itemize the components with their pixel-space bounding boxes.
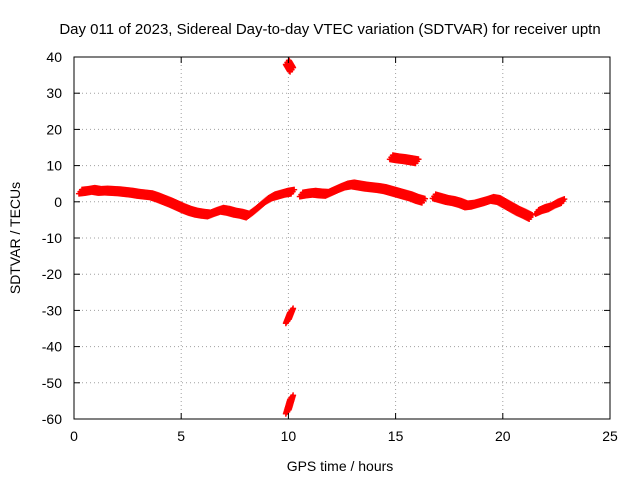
y-tick-label: -10 [42, 230, 62, 246]
data-series [75, 184, 298, 221]
y-tick-label: 30 [46, 85, 62, 101]
data-series [296, 179, 428, 206]
x-tick-label: 15 [388, 428, 404, 444]
data-series [386, 152, 422, 167]
y-tick-label: -40 [42, 339, 62, 355]
y-tick-label: 0 [54, 194, 62, 210]
y-tick-labels: -60 -50 -40 -30 -20 -10 0 10 20 30 40 [42, 49, 62, 427]
y-tick-label: 40 [46, 49, 62, 65]
y-tick-label: -30 [42, 302, 62, 318]
y-axis-label: SDTVAR / TECUs [7, 182, 23, 294]
x-tick-label: 5 [177, 428, 185, 444]
data-series [282, 57, 297, 417]
x-axis-label: GPS time / hours [287, 458, 394, 474]
y-tick-label: -60 [42, 411, 62, 427]
y-tick-label: -20 [42, 266, 62, 282]
y-tick-label: 10 [46, 158, 62, 174]
x-tick-label: 20 [495, 428, 511, 444]
x-tick-labels: 0 5 10 15 20 25 [70, 428, 618, 444]
x-tick-label: 0 [70, 428, 78, 444]
grid [73, 56, 611, 420]
chart-title: Day 011 of 2023, Sidereal Day-to-day VTE… [59, 21, 600, 38]
y-tick-label: -50 [42, 375, 62, 391]
data-series [429, 191, 536, 223]
axis-ticks [73, 56, 611, 420]
data-series [532, 196, 568, 217]
data-points [75, 57, 568, 417]
x-tick-label: 25 [602, 428, 618, 444]
y-tick-label: 20 [46, 121, 62, 137]
x-tick-label: 10 [281, 428, 297, 444]
